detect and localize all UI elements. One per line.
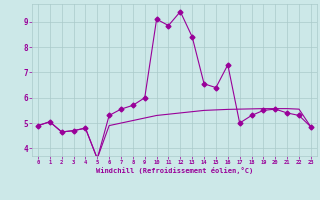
X-axis label: Windchill (Refroidissement éolien,°C): Windchill (Refroidissement éolien,°C) [96,167,253,174]
